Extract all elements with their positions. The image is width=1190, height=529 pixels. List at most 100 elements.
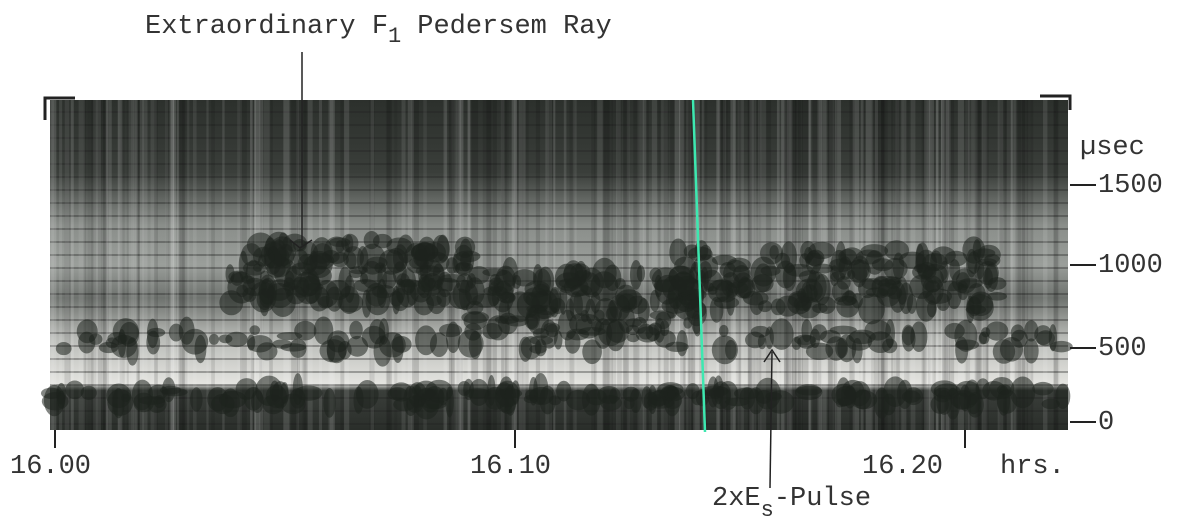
echo-trace xyxy=(247,334,256,351)
x-tick-label: 16.10 xyxy=(470,452,551,482)
texture-stripe xyxy=(179,100,185,430)
texture-stripe xyxy=(222,100,225,430)
echo-trace xyxy=(808,241,835,260)
echo-trace xyxy=(534,338,547,357)
echo-trace xyxy=(1023,338,1039,364)
texture-stripe xyxy=(1053,100,1057,430)
texture-stripe xyxy=(1053,100,1059,430)
time-marker-line xyxy=(691,99,707,433)
echo-trace xyxy=(512,275,522,289)
pointer-arrow xyxy=(763,348,781,363)
echo-trace xyxy=(709,296,724,323)
echo-trace xyxy=(194,334,207,364)
texture-stripe xyxy=(1026,100,1031,430)
texture-stripe xyxy=(182,100,188,430)
texture-stripe xyxy=(1022,100,1029,430)
echo-trace xyxy=(55,341,72,356)
texture-stripe xyxy=(142,100,148,430)
echo-trace xyxy=(243,386,264,411)
echo-trace xyxy=(359,273,368,285)
echo-trace xyxy=(831,280,850,303)
texture-stripe xyxy=(50,100,57,430)
texture-stripe xyxy=(486,100,492,430)
echo-trace xyxy=(636,265,646,282)
texture-stripe xyxy=(500,100,505,430)
texture-stripe xyxy=(105,100,112,430)
texture-stripe xyxy=(1056,100,1060,430)
texture-stripe xyxy=(169,100,175,430)
annotation-text: Extraordinary F xyxy=(145,12,388,42)
echo-trace xyxy=(554,263,579,294)
echo-trace xyxy=(225,331,248,348)
texture-stripe xyxy=(1004,100,1011,430)
texture-stripe xyxy=(178,100,186,430)
echo-trace xyxy=(504,315,530,327)
echo-trace xyxy=(550,297,566,314)
echo-trace xyxy=(686,288,707,301)
echo-trace xyxy=(372,284,396,299)
y-axis-unit: µsec xyxy=(1080,133,1145,163)
echo-trace xyxy=(423,251,450,273)
echo-trace xyxy=(246,232,275,258)
texture-stripe xyxy=(92,100,97,430)
echo-trace xyxy=(707,376,720,408)
texture-stripe xyxy=(176,100,179,430)
echo-trace xyxy=(533,268,552,295)
echo-trace xyxy=(468,330,482,360)
echo-trace xyxy=(660,384,680,401)
echo-trace xyxy=(168,323,184,342)
echo-trace xyxy=(812,303,828,314)
echo-trace xyxy=(518,336,533,362)
echo-trace xyxy=(622,386,640,402)
texture-stripe xyxy=(522,100,529,430)
texture-stripe xyxy=(716,100,721,430)
texture-stripe xyxy=(623,100,629,430)
pointer-arrow xyxy=(289,239,313,249)
echo-trace xyxy=(707,286,718,295)
y-tick-label: 0 xyxy=(1098,408,1114,438)
echo-trace xyxy=(889,281,907,313)
texture-stripe xyxy=(83,100,87,430)
echo-trace xyxy=(906,294,917,314)
texture-stripe xyxy=(119,100,125,430)
texture-stripe xyxy=(637,100,645,430)
texture-stripe xyxy=(661,100,668,430)
echo-trace xyxy=(851,337,863,364)
echo-trace xyxy=(293,249,309,270)
texture-stripe xyxy=(186,100,190,430)
echo-trace xyxy=(88,333,103,345)
texture-stripe xyxy=(91,100,97,430)
echo-trace xyxy=(393,397,415,412)
texture-stripe xyxy=(131,100,134,430)
y-tick-label: 500 xyxy=(1098,334,1147,364)
echo-trace xyxy=(581,383,601,416)
texture-stripe xyxy=(642,100,647,430)
texture-stripe xyxy=(126,100,129,430)
echo-trace xyxy=(325,279,351,301)
texture-stripe xyxy=(170,100,174,430)
echo-trace xyxy=(218,390,247,409)
texture-stripe xyxy=(1013,100,1016,430)
texture-stripe xyxy=(87,100,94,430)
echo-trace xyxy=(727,281,749,294)
echo-trace xyxy=(259,270,270,284)
echo-trace xyxy=(910,321,928,353)
texture-stripe xyxy=(1030,100,1034,430)
annotation-text: 2xE xyxy=(712,484,761,514)
echo-trace xyxy=(999,336,1024,362)
top-annotation: Extraordinary F1 Pedersem Ray xyxy=(145,12,612,49)
echo-trace xyxy=(718,324,729,337)
echo-trace xyxy=(280,343,307,352)
x-tick-label: 16.20 xyxy=(862,452,943,482)
echo-trace xyxy=(1041,398,1060,410)
echo-trace xyxy=(41,392,69,411)
texture-stripe xyxy=(165,100,171,430)
texture-stripe xyxy=(154,100,158,430)
echo-trace xyxy=(445,321,461,354)
texture-stripe xyxy=(102,100,109,430)
texture-stripe xyxy=(658,100,661,430)
echo-trace xyxy=(829,265,839,287)
echo-trace xyxy=(190,387,203,412)
echo-trace xyxy=(570,284,592,297)
echo-trace xyxy=(392,261,407,285)
